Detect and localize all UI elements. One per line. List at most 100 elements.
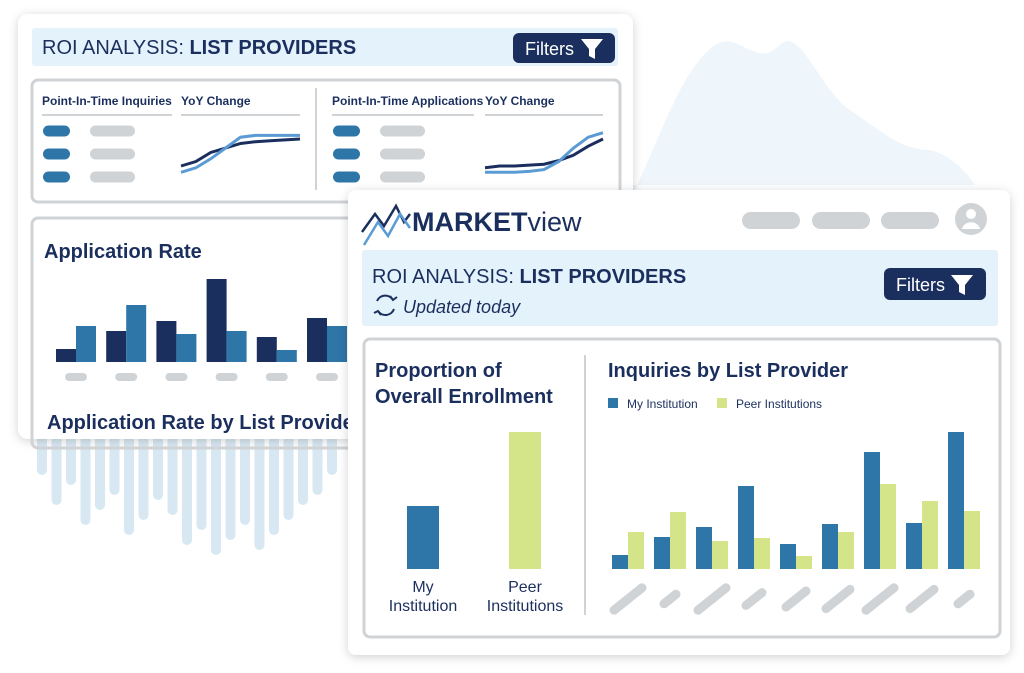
inquiries-title: Inquiries by List Provider — [608, 360, 848, 382]
category-pill — [659, 589, 681, 609]
logo-bold: MARKET — [412, 207, 528, 237]
category-pill — [165, 373, 188, 381]
category-pill — [781, 586, 811, 612]
bar — [670, 512, 686, 569]
bar — [256, 337, 277, 362]
legend-swatch — [717, 398, 727, 408]
bar — [176, 334, 197, 362]
bar — [307, 318, 327, 362]
metric-pill — [90, 148, 135, 160]
logo-light: view — [528, 207, 583, 237]
filter-icon — [581, 39, 603, 59]
title: ROI ANALYSIS: LIST PROVIDERS — [42, 37, 356, 59]
status: Updated today — [403, 297, 521, 317]
bar — [226, 331, 247, 362]
category-pill — [821, 584, 855, 614]
metric-pill — [333, 171, 360, 183]
bar — [864, 452, 880, 569]
metric-pill — [90, 171, 135, 183]
metric-pill — [380, 125, 425, 137]
title-emphasis: LIST PROVIDERS — [189, 37, 356, 59]
bar — [126, 305, 147, 362]
metric-pill — [333, 148, 360, 160]
logo: MARKETview — [412, 207, 582, 237]
trend-label: YoY Change — [181, 94, 251, 108]
bar — [838, 532, 854, 569]
category-label: Institution — [389, 598, 457, 615]
filters-label[interactable]: Filters — [896, 275, 945, 295]
avatar-body — [962, 222, 980, 229]
category-pill — [953, 589, 975, 609]
enrollment-title: Overall Enrollment — [375, 386, 553, 408]
nav-pill[interactable] — [812, 212, 870, 229]
title-bar — [32, 28, 618, 66]
legend-swatch — [608, 398, 618, 408]
avatar-head — [966, 209, 976, 219]
category-pill — [905, 584, 939, 614]
bar — [156, 321, 177, 362]
metric-pill — [43, 148, 70, 160]
legend-label: Peer Institutions — [736, 397, 822, 411]
category-pill — [115, 373, 138, 381]
refresh-icon — [373, 294, 398, 316]
metric-pill — [43, 125, 70, 137]
bar — [964, 511, 980, 569]
trend-label: YoY Change — [485, 94, 555, 108]
title-prefix: ROI ANALYSIS: — [372, 266, 514, 288]
category-pill — [65, 373, 87, 381]
category-pill — [609, 583, 647, 615]
category-pill — [265, 373, 288, 381]
trend-line — [485, 131, 604, 174]
enrollment-title: Proportion of — [375, 360, 502, 382]
metric-pill — [380, 148, 425, 160]
title-bar — [362, 250, 998, 326]
trend-line — [180, 133, 300, 174]
category-label: My — [412, 579, 433, 596]
filters-label[interactable]: Filters — [525, 39, 574, 59]
filter-icon — [951, 275, 973, 295]
bar — [738, 486, 754, 569]
metric-pill — [333, 125, 360, 137]
background-bars — [37, 435, 337, 555]
category-pill — [215, 373, 238, 381]
bar — [509, 432, 541, 569]
panel-label: Point-In-Time Applications — [332, 94, 484, 108]
nav-pill[interactable] — [742, 212, 800, 229]
title-emphasis: LIST PROVIDERS — [519, 266, 686, 288]
category-pill — [693, 583, 731, 615]
bar — [822, 524, 838, 569]
title: ROI ANALYSIS: LIST PROVIDERS — [372, 266, 686, 288]
category-pill — [861, 583, 899, 615]
trend-line — [180, 137, 301, 168]
bar — [407, 506, 439, 569]
category-label: Institutions — [487, 598, 563, 615]
bar — [948, 432, 964, 569]
bar — [628, 532, 644, 569]
bar — [754, 538, 770, 569]
metric-pill — [380, 171, 425, 183]
bar — [796, 556, 812, 569]
legend-label: My Institution — [627, 397, 698, 411]
content-panel — [362, 337, 1002, 639]
bar — [654, 537, 670, 569]
bar — [206, 279, 227, 362]
bar — [906, 523, 922, 569]
subtitle: Application Rate by List Provider — [47, 412, 362, 434]
bar — [76, 326, 96, 362]
bar — [612, 555, 628, 569]
bar — [106, 331, 127, 362]
kpi-panel — [30, 78, 622, 204]
bar — [712, 541, 728, 569]
category-label: Peer — [508, 579, 542, 596]
bar — [880, 484, 896, 569]
background-hill — [630, 41, 975, 200]
trend-line — [484, 137, 604, 170]
nav-pill[interactable] — [881, 212, 939, 229]
logo-icon — [360, 203, 412, 246]
bar — [696, 527, 712, 569]
title-prefix: ROI ANALYSIS: — [42, 37, 184, 59]
bar — [327, 326, 347, 362]
chart-title: Application Rate — [44, 241, 202, 263]
